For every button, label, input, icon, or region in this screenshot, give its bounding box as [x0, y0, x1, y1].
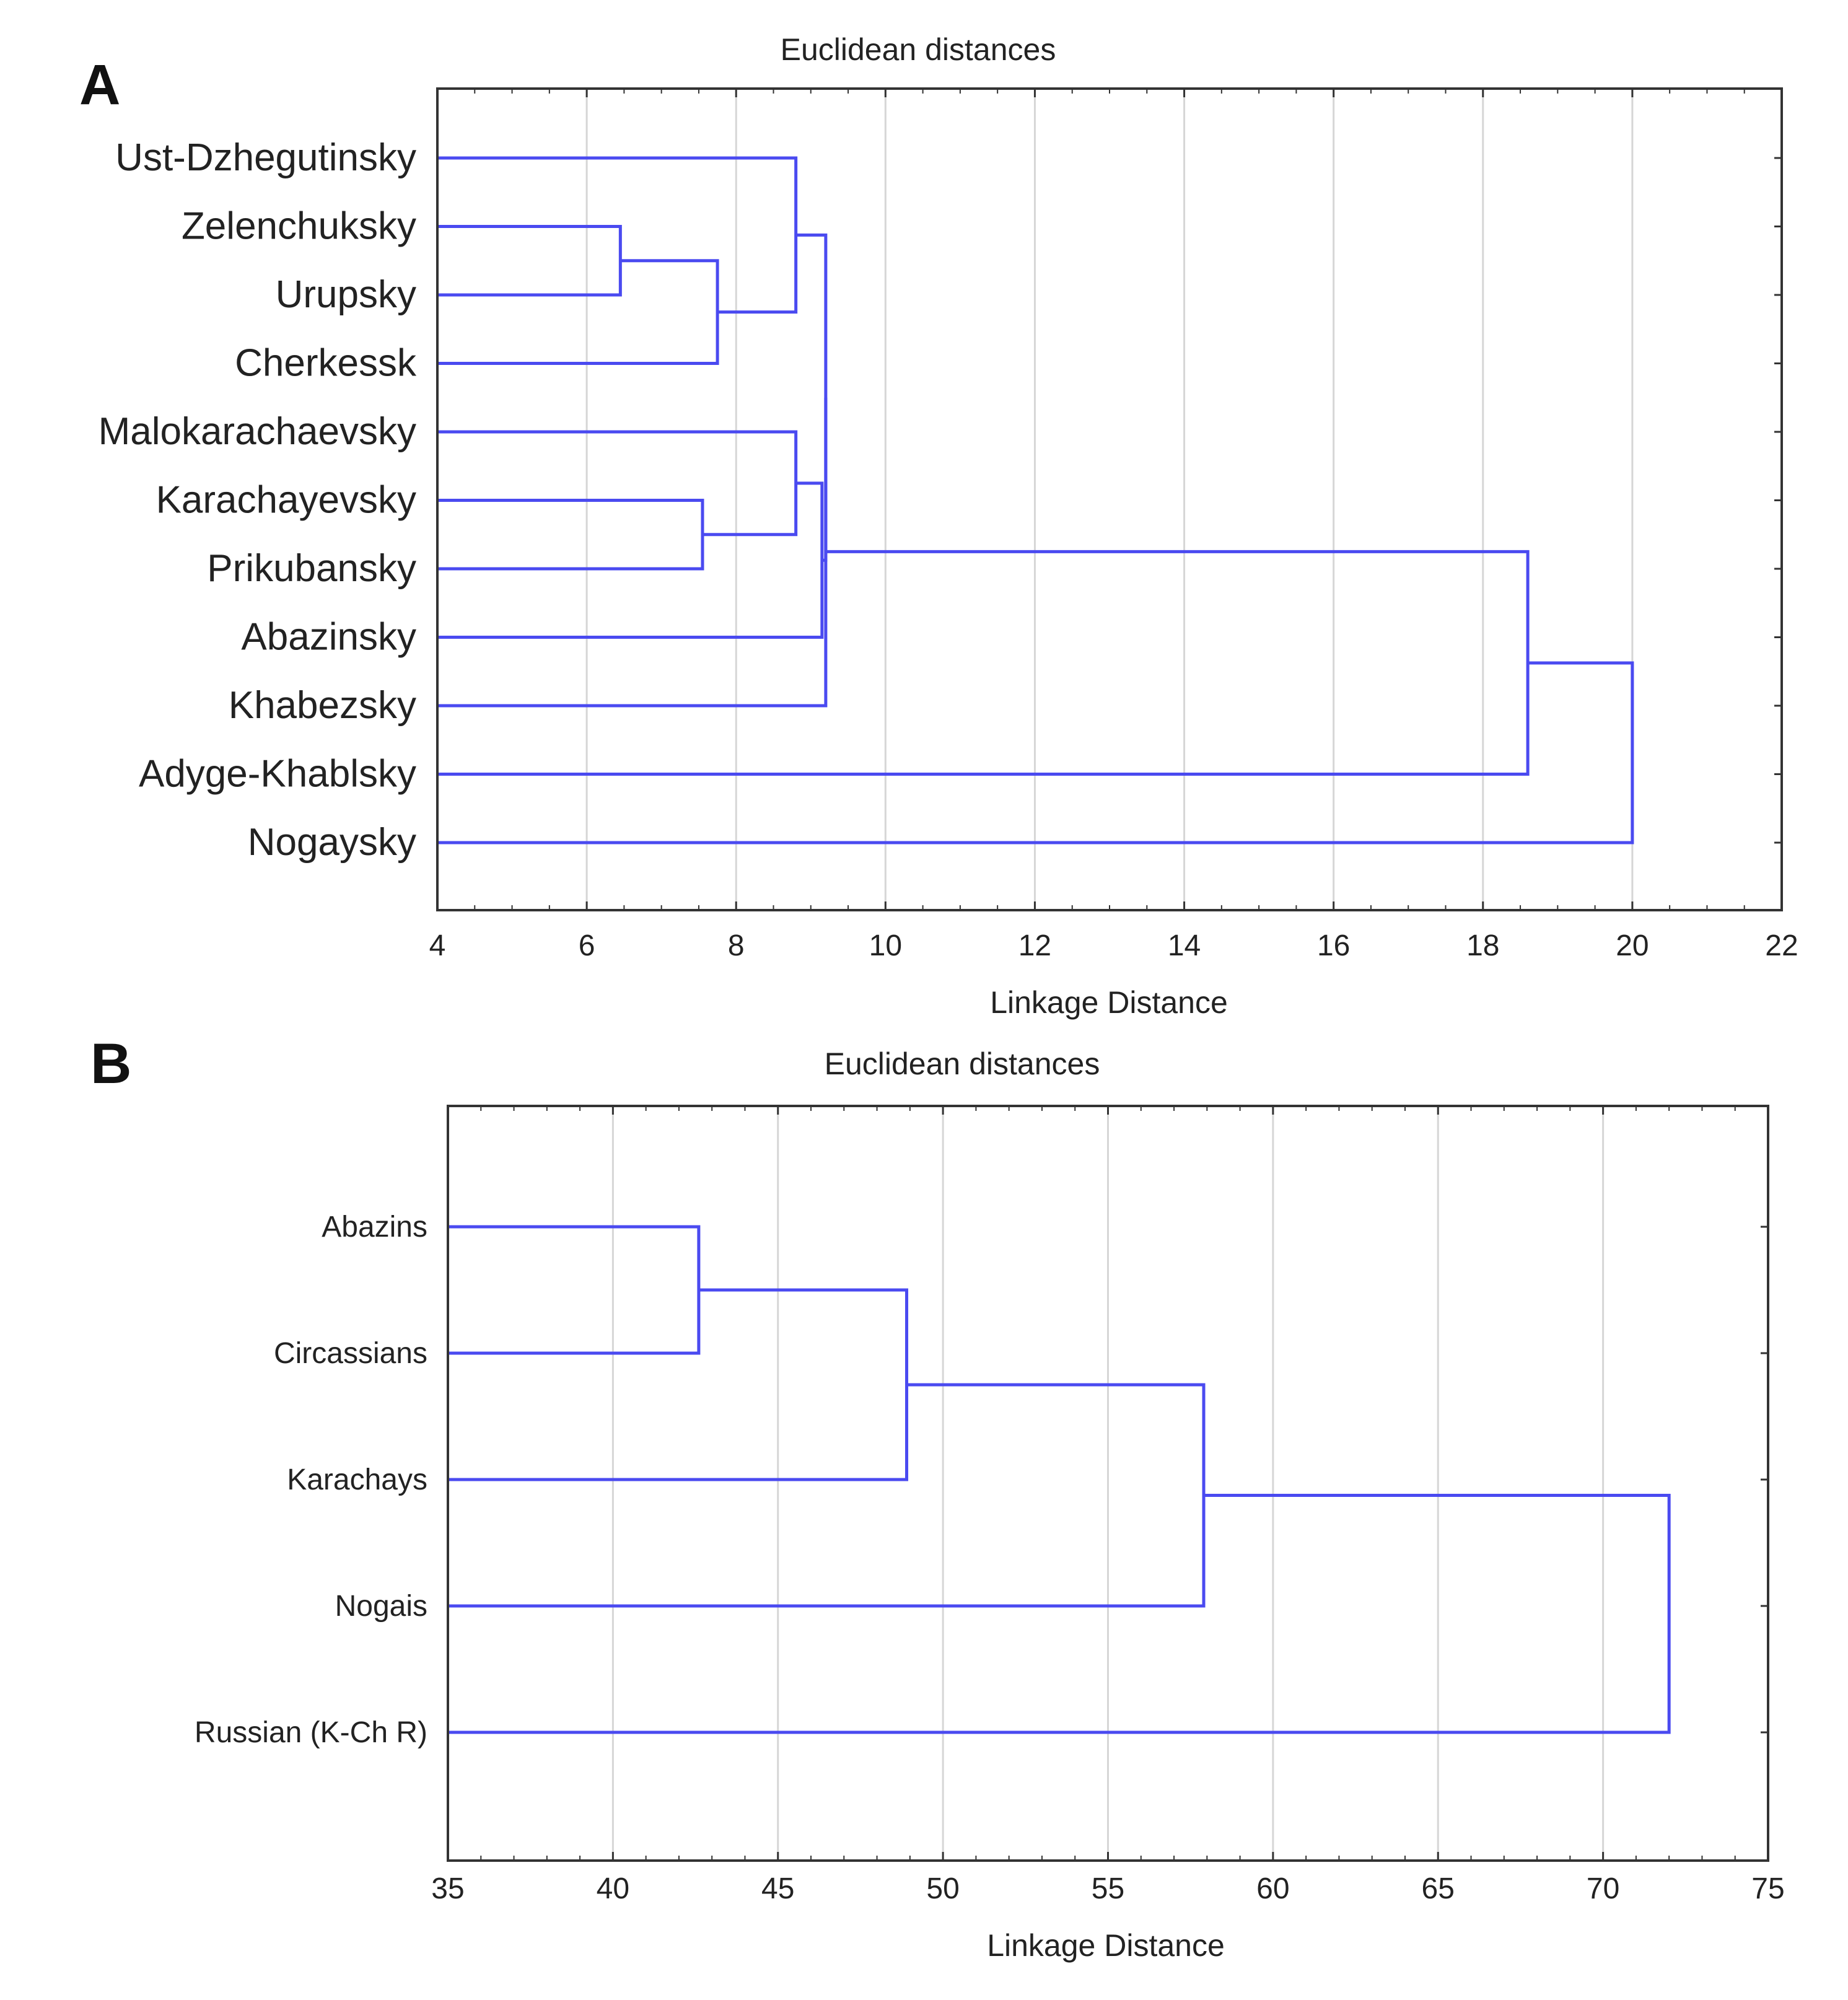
panel-b: B Euclidean distances 35 40 45 50 55 60 65 70 75… [90, 1032, 1785, 1963]
x-tick-label: 40 [597, 1872, 629, 1905]
leaf-label: Abazinsky [241, 616, 416, 659]
chart-title-a: Euclidean distances [781, 32, 1056, 67]
leaf-label: Nogaysky [248, 821, 416, 864]
dendrogram-link [437, 550, 1530, 776]
leaf-label: Karachayevsky [156, 479, 416, 522]
leaf-label: Zelenchuksky [182, 205, 416, 248]
x-tick-label: 70 [1587, 1872, 1619, 1905]
dendrogram-link [437, 481, 824, 639]
x-tick-label: 10 [869, 929, 902, 962]
x-tick-label: 65 [1422, 1872, 1455, 1905]
panel-a: A Euclidean distances 4 6 8 10 12 14 16 18 20 22 … [79, 32, 1798, 1020]
x-tick-label: 50 [926, 1872, 959, 1905]
x-tick-label: 8 [728, 929, 745, 962]
leaf-label: Ust-Dzhegutinsky [115, 136, 416, 179]
dendrogram-link [437, 499, 704, 571]
leaf-labels-a: Ust-Dzhegutinsky Zelenchuksky Urupsky Cherk… [99, 136, 417, 864]
x-tick-label: 55 [1092, 1872, 1124, 1905]
dendrogram-link [437, 430, 798, 537]
x-tick-label: 45 [761, 1872, 794, 1905]
x-axis-title-a: Linkage Distance [990, 985, 1228, 1020]
x-axis-title-b: Linkage Distance [987, 1928, 1225, 1963]
dendrogram-link [437, 661, 1634, 844]
dendrogram-link [448, 1225, 701, 1355]
grid-b [611, 1106, 1605, 1861]
dendrogram-links-b [448, 1225, 1671, 1734]
x-tick-label: 60 [1256, 1872, 1289, 1905]
dendrogram-link [448, 1383, 1206, 1608]
dendrogram-link [437, 259, 719, 365]
x-tick-labels-b: 35 40 45 50 55 60 65 70 75 [431, 1872, 1784, 1905]
x-tick-label: 14 [1168, 929, 1201, 962]
leaf-label: Prikubansky [207, 547, 416, 590]
minor-ticks-a [436, 89, 1783, 910]
leaf-label: Russian (K-Ch R) [195, 1716, 427, 1749]
panel-label-b: B [90, 1032, 131, 1095]
dendrogram-link [448, 1288, 909, 1481]
leaf-label: Cherkessk [235, 342, 417, 385]
leaf-label: Adyge-Khablsky [139, 753, 416, 796]
dendrogram-links-a [437, 156, 1634, 844]
grid-a [585, 89, 1634, 910]
panel-label-a: A [79, 53, 120, 116]
x-tick-label: 18 [1466, 929, 1499, 962]
dendrogram-link [437, 225, 622, 297]
chart-title-b: Euclidean distances [825, 1046, 1100, 1081]
leaf-labels-b: Abazins Circassians Karachays Nogais Russian… [195, 1211, 427, 1749]
leaf-label: Urupsky [276, 273, 416, 316]
leaf-label: Nogais [335, 1590, 427, 1623]
leaf-label: Circassians [274, 1337, 427, 1370]
leaf-label: Abazins [322, 1211, 427, 1243]
x-tick-label: 12 [1018, 929, 1051, 962]
dendrogram-link [437, 156, 798, 314]
x-tick-label: 75 [1751, 1872, 1784, 1905]
x-tick-label: 20 [1616, 929, 1649, 962]
x-tick-label: 35 [431, 1872, 464, 1905]
x-tick-labels-a: 4 6 8 10 12 14 16 18 20 22 [429, 929, 1798, 962]
leaf-label: Khabezsky [229, 684, 416, 727]
x-tick-label: 6 [579, 929, 595, 962]
x-tick-label: 4 [429, 929, 446, 962]
x-tick-label: 16 [1317, 929, 1350, 962]
x-tick-label: 22 [1765, 929, 1798, 962]
leaf-label: Malokarachaevsky [99, 410, 416, 453]
minor-ticks-b [447, 1106, 1769, 1861]
dendrogram-link [437, 397, 828, 708]
dendrogram-link [448, 1494, 1671, 1734]
leaf-label: Karachays [287, 1463, 427, 1496]
